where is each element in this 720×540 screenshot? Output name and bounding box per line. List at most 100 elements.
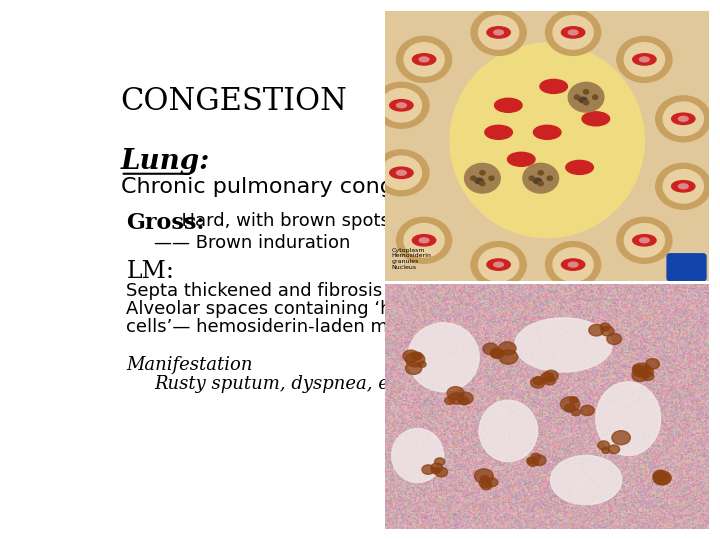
Circle shape [608, 445, 620, 454]
Ellipse shape [633, 234, 656, 246]
Ellipse shape [480, 400, 537, 462]
Circle shape [617, 36, 672, 82]
Ellipse shape [672, 180, 695, 192]
Circle shape [492, 350, 500, 356]
Circle shape [479, 478, 491, 488]
Circle shape [572, 409, 580, 416]
Ellipse shape [582, 112, 610, 126]
Circle shape [382, 156, 421, 190]
Ellipse shape [485, 125, 513, 139]
Circle shape [471, 242, 526, 288]
FancyBboxPatch shape [667, 254, 706, 281]
Circle shape [445, 397, 454, 404]
Circle shape [538, 171, 544, 175]
Circle shape [638, 366, 653, 377]
Circle shape [382, 89, 421, 122]
Circle shape [633, 363, 651, 377]
Ellipse shape [515, 318, 612, 372]
Circle shape [568, 82, 604, 112]
Ellipse shape [408, 323, 480, 391]
Ellipse shape [392, 428, 444, 483]
Circle shape [583, 100, 589, 105]
Ellipse shape [579, 97, 587, 103]
Circle shape [523, 163, 559, 193]
Ellipse shape [639, 238, 649, 243]
Ellipse shape [562, 26, 585, 38]
Ellipse shape [487, 259, 510, 271]
Circle shape [653, 471, 671, 485]
Circle shape [447, 387, 464, 400]
Text: Manifestation: Manifestation [126, 356, 253, 374]
Circle shape [655, 473, 670, 484]
Circle shape [544, 376, 556, 385]
Circle shape [541, 373, 554, 382]
Circle shape [490, 348, 503, 359]
Circle shape [607, 333, 621, 345]
Circle shape [656, 96, 711, 141]
Ellipse shape [568, 30, 578, 35]
Circle shape [553, 16, 593, 49]
Ellipse shape [494, 262, 503, 267]
Text: Chronic pulmonary congestion: Chronic pulmonary congestion [121, 177, 462, 197]
Ellipse shape [413, 53, 436, 65]
Circle shape [481, 482, 492, 490]
Circle shape [526, 457, 536, 464]
Ellipse shape [390, 99, 413, 111]
Circle shape [481, 475, 489, 481]
Ellipse shape [397, 170, 406, 175]
Circle shape [656, 163, 711, 209]
Circle shape [546, 242, 600, 288]
Ellipse shape [551, 456, 622, 504]
Text: Septa thickened and fibrosis: Septa thickened and fibrosis [126, 282, 382, 300]
Circle shape [593, 95, 598, 99]
Circle shape [547, 176, 552, 180]
Circle shape [634, 366, 647, 375]
Ellipse shape [413, 234, 436, 246]
Circle shape [663, 170, 703, 203]
Circle shape [538, 181, 544, 186]
Ellipse shape [397, 103, 406, 107]
Text: cells’— hemosiderin-laden macrophages: cells’— hemosiderin-laden macrophages [126, 318, 493, 335]
Circle shape [474, 469, 493, 483]
Text: —— Brown induration: —— Brown induration [154, 234, 351, 252]
Circle shape [431, 467, 440, 474]
Circle shape [374, 82, 429, 128]
Text: Hard, with brown spots scattered: Hard, with brown spots scattered [170, 212, 480, 231]
Circle shape [397, 217, 451, 263]
Circle shape [580, 405, 594, 416]
Circle shape [405, 352, 425, 367]
Circle shape [564, 404, 575, 412]
Circle shape [431, 463, 443, 472]
Circle shape [583, 90, 589, 94]
Ellipse shape [475, 178, 483, 184]
Circle shape [435, 467, 448, 477]
Circle shape [483, 343, 498, 355]
Ellipse shape [540, 79, 567, 93]
Ellipse shape [562, 259, 585, 271]
Circle shape [499, 350, 518, 364]
Ellipse shape [487, 26, 510, 38]
Ellipse shape [633, 53, 656, 65]
Circle shape [653, 470, 667, 481]
Circle shape [601, 326, 614, 336]
Circle shape [404, 224, 444, 257]
Circle shape [449, 393, 464, 404]
Circle shape [403, 350, 418, 362]
Circle shape [642, 372, 654, 381]
Circle shape [435, 458, 445, 465]
Circle shape [617, 217, 672, 263]
Ellipse shape [390, 167, 413, 178]
Circle shape [598, 441, 609, 450]
Circle shape [489, 176, 494, 180]
Circle shape [553, 248, 593, 281]
Ellipse shape [568, 262, 578, 267]
Text: Lung:: Lung: [121, 148, 210, 175]
Ellipse shape [672, 113, 695, 124]
Ellipse shape [534, 125, 561, 139]
Circle shape [499, 342, 516, 355]
Ellipse shape [596, 382, 661, 456]
Ellipse shape [419, 238, 429, 243]
Circle shape [646, 359, 660, 369]
Circle shape [418, 361, 426, 367]
Circle shape [531, 377, 545, 388]
